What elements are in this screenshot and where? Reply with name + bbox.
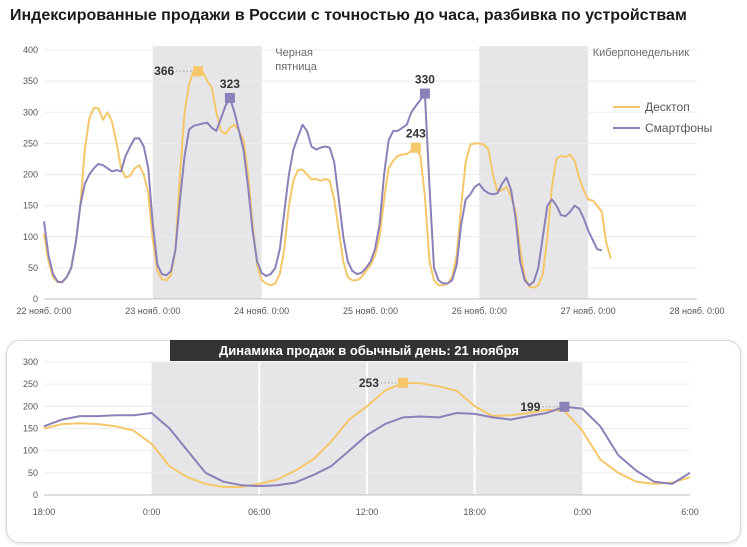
- data-point-marker: [419, 88, 430, 99]
- legend-entry: Смартфоны: [645, 121, 712, 135]
- y-tick-label: 300: [23, 107, 38, 117]
- region-annotation: Черная: [275, 47, 313, 59]
- x-tick-label: 27 нояб. 0:00: [561, 306, 616, 316]
- x-tick-label: 0:00: [143, 507, 161, 517]
- x-tick-label: 18:00: [33, 507, 56, 517]
- data-label: 243: [406, 127, 426, 141]
- y-tick-label: 200: [23, 170, 38, 180]
- y-tick-label: 350: [23, 76, 38, 86]
- data-label: 323: [220, 77, 240, 91]
- x-tick-label: 25 нояб. 0:00: [343, 306, 398, 316]
- x-tick-label: 12:00: [356, 507, 379, 517]
- region-annotation: Киберпонедельник: [593, 47, 690, 59]
- y-tick-label: 400: [23, 45, 38, 55]
- data-point-marker: [224, 92, 235, 103]
- series-line: [43, 92, 603, 287]
- y-tick-label: 150: [23, 424, 38, 434]
- data-label: 366: [154, 64, 174, 78]
- data-label: 199: [520, 400, 540, 414]
- chart-title: Индексированные продажи в России с точно…: [10, 7, 687, 24]
- y-tick-label: 50: [28, 263, 38, 273]
- data-point-marker: [410, 142, 421, 153]
- x-tick-label: 18:00: [463, 507, 486, 517]
- y-tick-label: 250: [23, 379, 38, 389]
- x-tick-label: 6:00: [681, 507, 699, 517]
- x-tick-label: 0:00: [574, 507, 592, 517]
- data-point-marker: [559, 401, 570, 412]
- data-label: 330: [415, 73, 435, 87]
- legend-entry: Десктоп: [645, 100, 690, 114]
- series-line: [43, 405, 691, 488]
- y-tick-label: 0: [33, 490, 38, 500]
- x-tick-label: 06:00: [248, 507, 271, 517]
- x-tick-label: 26 нояб. 0:00: [452, 306, 507, 316]
- y-tick-label: 150: [23, 201, 38, 211]
- x-tick-label: 28 нояб. 0:00: [669, 306, 724, 316]
- x-tick-label: 24 нояб. 0:00: [234, 306, 289, 316]
- y-tick-label: 0: [33, 294, 38, 304]
- data-point-marker: [397, 377, 408, 388]
- y-tick-label: 250: [23, 138, 38, 148]
- series-line: [43, 381, 691, 488]
- inset-title: Динамика продаж в обычный день: 21 ноябр…: [170, 340, 568, 361]
- y-tick-label: 200: [23, 401, 38, 411]
- y-tick-label: 300: [23, 357, 38, 367]
- y-tick-label: 100: [23, 232, 38, 242]
- y-tick-label: 100: [23, 446, 38, 456]
- data-point-marker: [193, 66, 204, 77]
- data-label: 253: [359, 376, 379, 390]
- region-annotation: пятница: [275, 61, 317, 73]
- shaded-region: [152, 46, 262, 299]
- shaded-region: [479, 46, 589, 299]
- y-tick-label: 50: [28, 468, 38, 478]
- main-chart: 0 50 100 150 200 250 300 350 400 22 нояб. 0:00 23 …: [16, 45, 724, 316]
- x-tick-label: 22 нояб. 0:00: [16, 306, 71, 316]
- x-tick-label: 23 нояб. 0:00: [125, 306, 180, 316]
